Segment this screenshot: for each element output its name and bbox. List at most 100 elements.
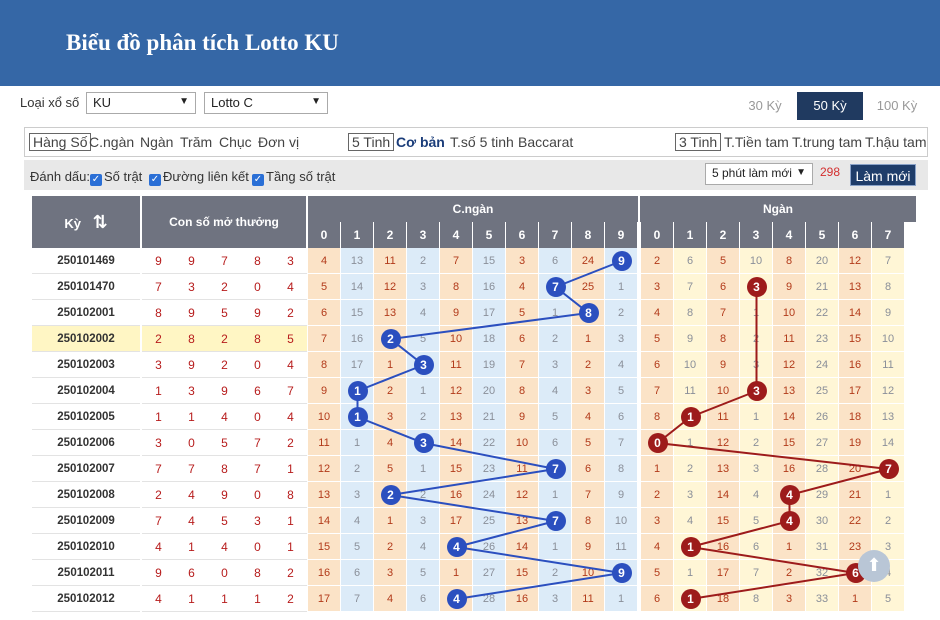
mark-tang-so-trat[interactable]: ✓ Tầng số trật: [252, 169, 335, 186]
period-50[interactable]: 50 Kỳ: [797, 92, 863, 120]
miss-count-g2: 11: [674, 378, 706, 404]
sort-icon[interactable]: ⇅: [92, 212, 108, 232]
tab-hau-tam[interactable]: T.hậu tam: [865, 134, 927, 150]
checkbox-icon: ✓: [90, 174, 102, 186]
miss-count-g1: 10: [440, 326, 472, 352]
miss-count-g2: 10: [707, 378, 739, 404]
hit-ball-c-ngan: 4: [446, 589, 467, 609]
miss-count-g1: 11: [506, 456, 538, 482]
miss-count-g2: 26: [806, 404, 838, 430]
hit-ball-c-ngan: 7: [545, 277, 566, 297]
col-ky-header[interactable]: Kỳ ⇅: [32, 196, 140, 248]
miss-count-g2: 9: [872, 300, 904, 326]
result-digit: 5: [208, 430, 241, 456]
miss-count-g2: 5: [641, 326, 673, 352]
miss-count-g1: 27: [473, 560, 505, 586]
miss-count-g2: 5: [740, 508, 772, 534]
miss-count-g2: 3: [740, 456, 772, 482]
result-digit: 1: [175, 404, 208, 430]
group-c-ngan-header: C.ngàn: [308, 196, 638, 222]
mark-options-bar: Đánh dấu: ✓ Số trật ✓ Đường liên kết ✓ Tầng…: [24, 160, 928, 190]
miss-count-g1: 11: [605, 534, 637, 560]
miss-count-g2: 8: [641, 404, 673, 430]
result-digit: 2: [274, 586, 307, 612]
tab-don-vi[interactable]: Đơn vị: [258, 134, 300, 150]
miss-count-g2: 15: [773, 430, 805, 456]
miss-count-g2: 17: [839, 378, 871, 404]
miss-count-g2: 3: [641, 274, 673, 300]
miss-count-g1: 2: [374, 378, 406, 404]
hit-ball-c-ngan: 7: [545, 459, 566, 479]
tab-ngan[interactable]: Ngàn: [140, 134, 174, 150]
tab-trung-tam[interactable]: T.trung tam: [792, 134, 863, 150]
miss-count-g2: 14: [707, 482, 739, 508]
miss-count-g2: 8: [674, 300, 706, 326]
hit-ball-c-ngan: 1: [347, 407, 368, 427]
miss-count-g1: 5: [341, 534, 373, 560]
miss-count-g2: 25: [806, 378, 838, 404]
game-select[interactable]: Lotto C ▼: [204, 92, 328, 114]
draw-id: 250102009: [32, 508, 140, 534]
tab-tram[interactable]: Trăm: [180, 134, 213, 150]
miss-count-g2: 4: [674, 508, 706, 534]
period-30[interactable]: 30 Kỳ: [748, 98, 782, 113]
refresh-button[interactable]: Làm mới: [850, 164, 916, 186]
miss-count-g1: 1: [605, 586, 637, 612]
result-digit: 3: [274, 248, 307, 274]
digit-header-g2: 4: [773, 222, 805, 248]
miss-count-g2: 5: [641, 560, 673, 586]
miss-count-g1: 11: [440, 352, 472, 378]
miss-count-g1: 16: [506, 586, 538, 612]
result-digit: 2: [208, 274, 241, 300]
miss-count-g1: 12: [374, 274, 406, 300]
page-header: Biểu đồ phân tích Lotto KU: [0, 0, 940, 86]
draw-id: 250102001: [32, 300, 140, 326]
miss-count-g1: 6: [572, 456, 604, 482]
hit-ball-ngan: 7: [878, 459, 899, 479]
result-digit: 0: [208, 560, 241, 586]
miss-count-g1: 1: [407, 456, 439, 482]
chevron-down-icon: ▼: [179, 96, 189, 107]
miss-count-g1: 22: [473, 430, 505, 456]
result-digit: 1: [208, 586, 241, 612]
tab-c-ngan[interactable]: C.ngàn: [89, 134, 135, 150]
result-digit: 5: [274, 326, 307, 352]
tab-hang-so[interactable]: Hàng Số: [29, 133, 92, 151]
miss-count-g1: 8: [308, 352, 340, 378]
mark-so-trat[interactable]: ✓ Số trật: [90, 169, 142, 186]
miss-count-g1: 20: [473, 378, 505, 404]
digit-header-g1: 5: [473, 222, 505, 248]
miss-count-g1: 25: [473, 508, 505, 534]
miss-count-g1: 17: [308, 586, 340, 612]
miss-count-g1: 2: [374, 534, 406, 560]
tab-co-ban[interactable]: Cơ bản: [396, 134, 445, 150]
result-digit: 7: [208, 248, 241, 274]
miss-count-g2: 2: [674, 456, 706, 482]
miss-count-g2: 10: [872, 326, 904, 352]
draw-id: 250102008: [32, 482, 140, 508]
tab-tong-so-5-tinh[interactable]: T.số 5 tinh: [450, 134, 514, 150]
miss-count-g1: 18: [473, 326, 505, 352]
tab-5-tinh[interactable]: 5 Tinh: [348, 133, 395, 151]
refresh-interval-select[interactable]: 5 phút làm mới ▼: [705, 163, 813, 185]
tab-tien-tam[interactable]: T.Tiền tam: [724, 134, 789, 150]
lottery-type-select[interactable]: KU ▼: [86, 92, 196, 114]
result-digit: 4: [175, 508, 208, 534]
scroll-top-button[interactable]: ⬆: [858, 550, 890, 582]
tab-3-tinh[interactable]: 3 Tinh: [675, 133, 722, 151]
miss-count-g1: 10: [506, 430, 538, 456]
draw-id: 250102006: [32, 430, 140, 456]
result-digit: 4: [274, 404, 307, 430]
mark-duong-lien-ket[interactable]: ✓ Đường liên kết: [149, 169, 249, 186]
miss-count-g1: 24: [572, 248, 604, 274]
miss-count-g1: 4: [407, 534, 439, 560]
miss-count-g2: 8: [872, 274, 904, 300]
miss-count-g1: 14: [440, 430, 472, 456]
tab-chuc[interactable]: Chục: [219, 134, 252, 150]
result-digit: 9: [208, 482, 241, 508]
digit-header-g2: 7: [872, 222, 904, 248]
tab-baccarat[interactable]: Baccarat: [518, 134, 574, 150]
miss-count-g1: 7: [506, 352, 538, 378]
period-100[interactable]: 100 Kỳ: [876, 98, 918, 113]
result-digit: 9: [142, 248, 175, 274]
